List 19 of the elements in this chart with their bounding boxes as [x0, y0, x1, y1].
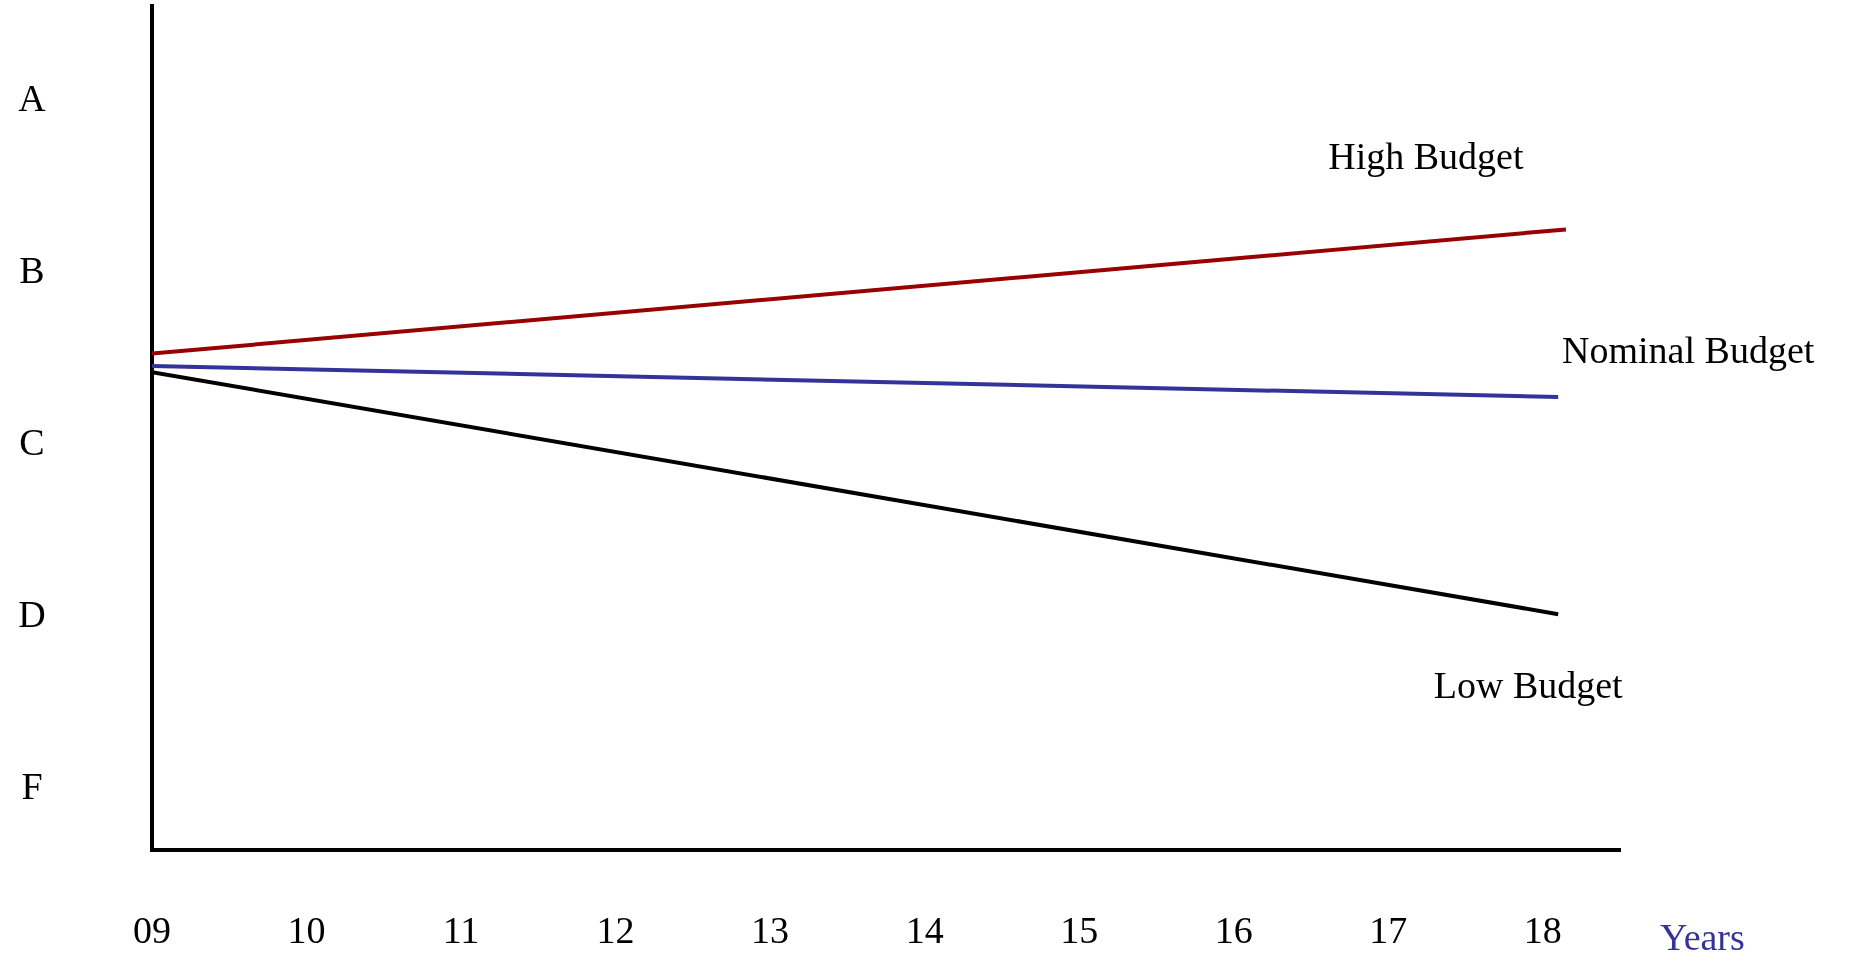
text: B	[19, 249, 45, 292]
x-axis-title: Years	[1660, 915, 1745, 958]
text: F	[21, 765, 43, 808]
x-tick-label: 12	[596, 908, 635, 951]
text: D	[18, 593, 46, 636]
series-label: Nominal Budget	[1562, 328, 1815, 371]
series-label: Low Budget	[1433, 664, 1624, 707]
x-tick-label: 13	[751, 908, 790, 951]
series-label: High Budget	[1328, 135, 1524, 178]
x-tick-label: 16	[1214, 908, 1253, 951]
x-tick-label: 15	[1060, 908, 1099, 951]
x-tick-label: 14	[905, 908, 944, 951]
text: C	[19, 421, 45, 464]
text: A	[18, 77, 47, 120]
x-tick-label: 17	[1369, 908, 1408, 951]
x-tick-label: 10	[287, 908, 326, 951]
x-tick-label: 18	[1523, 908, 1562, 951]
x-tick-label: 11	[442, 908, 480, 951]
x-tick-label: 09	[133, 908, 171, 951]
